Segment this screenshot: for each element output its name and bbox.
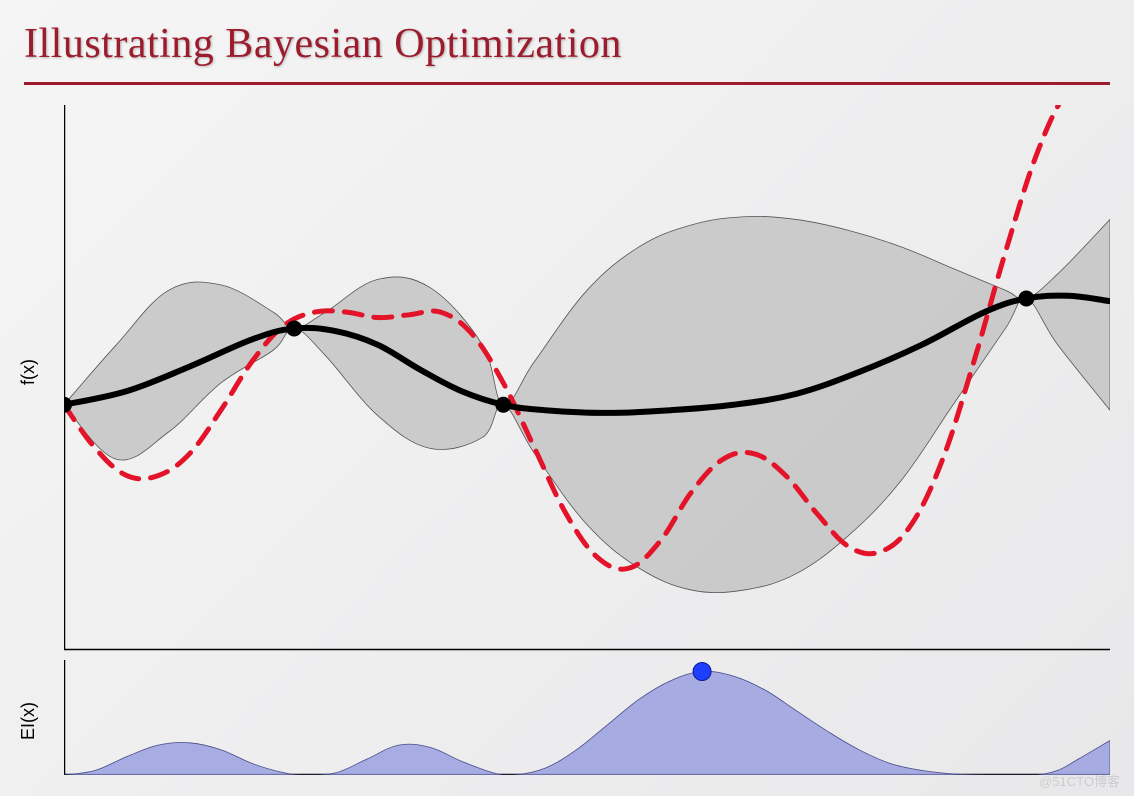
observation-point [495,397,511,413]
observation-point [286,320,302,336]
slide-title: Illustrating Bayesian Optimization [24,20,1110,76]
plot-svg [64,105,1110,775]
slide-container: Illustrating Bayesian Optimization f(x) … [0,0,1134,796]
ei-area [64,671,1110,775]
title-underline [24,82,1110,85]
plot-area [64,105,1110,775]
confidence-band [64,216,1110,592]
chart-wrapper: f(x) EI(x) [24,105,1110,775]
observation-point [1018,290,1034,306]
ei-max-marker [693,663,711,681]
ei-axis-label: EI(x) [18,702,39,740]
watermark-text: @51CTO博客 [1039,771,1120,790]
fx-axis-label: f(x) [18,359,39,385]
fx-group [64,105,1110,593]
